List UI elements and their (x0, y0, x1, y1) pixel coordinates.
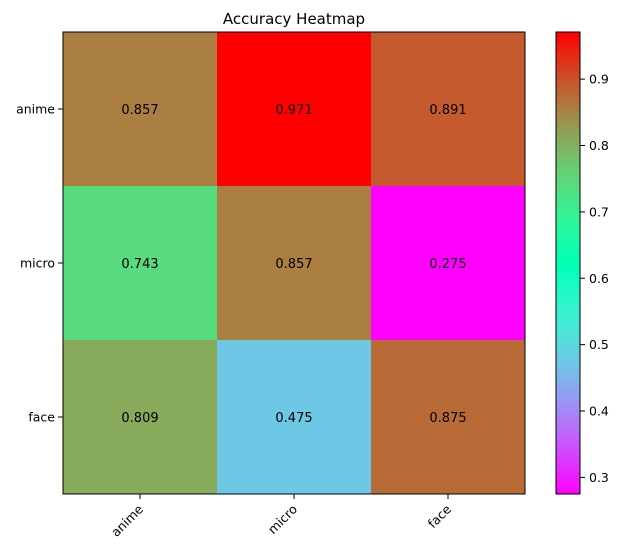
cell-value-label: 0.275 (429, 257, 466, 272)
colorbar-tick-label: 0.3 (589, 470, 609, 485)
colorbar-gradient (555, 31, 581, 495)
y-tick-label: micro (20, 256, 55, 271)
colorbar-tick-label: 0.9 (589, 72, 609, 87)
colorbar: 0.3 0.4 0.5 0.6 0.7 0.8 0.9 (555, 31, 609, 495)
heatmap-cells (63, 32, 526, 495)
y-tick-label: face (28, 410, 55, 425)
colorbar-tick-label: 0.7 (589, 204, 609, 219)
x-tick-label: face (425, 501, 455, 531)
chart-title: Accuracy Heatmap (223, 10, 365, 28)
heatmap-cell (63, 186, 218, 341)
cell-value-label: 0.875 (429, 411, 466, 426)
cell-value-label: 0.743 (121, 257, 158, 272)
heatmap-cell (217, 186, 372, 341)
x-tick-label: micro (265, 502, 300, 537)
colorbar-tick-label: 0.5 (589, 337, 609, 352)
cell-value-label: 0.809 (121, 411, 158, 426)
colorbar-tick-label: 0.8 (589, 138, 609, 153)
cell-value-label: 0.891 (429, 103, 466, 118)
heatmap-cell (371, 186, 526, 341)
cell-value-label: 0.857 (275, 257, 312, 272)
heatmap-cell (217, 32, 372, 187)
x-axis: anime micro face (108, 494, 454, 540)
heatmap-cell (63, 340, 218, 495)
cell-value-label: 0.971 (275, 103, 312, 118)
cell-value-label: 0.475 (275, 411, 312, 426)
y-axis: anime micro face (16, 102, 63, 425)
colorbar-tick-label: 0.6 (589, 271, 609, 286)
plot-frame (62, 31, 526, 495)
heatmap-cell (63, 32, 218, 187)
cell-value-label: 0.857 (121, 103, 158, 118)
x-tick-label: anime (108, 501, 146, 539)
colorbar-tick-label: 0.4 (589, 404, 609, 419)
heatmap-cell (371, 32, 526, 187)
heatmap-cell (217, 340, 372, 495)
y-tick-label: anime (16, 102, 55, 117)
heatmap-cell (371, 340, 526, 495)
heatmap-cell-labels: 0.857 0.971 0.891 0.743 0.857 0.275 0.809 0.475… (121, 103, 466, 426)
